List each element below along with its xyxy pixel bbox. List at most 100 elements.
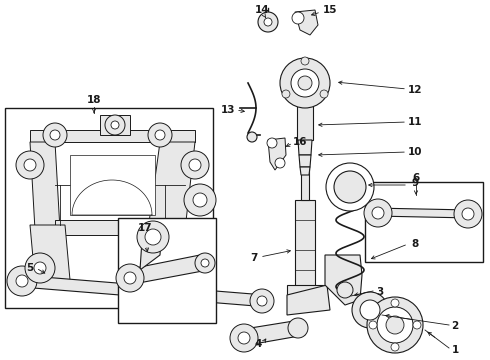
Circle shape [352,292,388,328]
Polygon shape [268,138,286,170]
Polygon shape [18,275,268,307]
Circle shape [334,171,366,203]
Circle shape [111,121,119,129]
Text: 5: 5 [26,263,34,273]
Circle shape [137,221,169,253]
Circle shape [238,332,250,344]
Circle shape [34,262,46,274]
Polygon shape [238,320,305,345]
Circle shape [369,321,377,329]
Circle shape [301,57,309,65]
Polygon shape [297,100,313,140]
Polygon shape [295,200,315,295]
Polygon shape [325,255,362,305]
Polygon shape [55,220,185,235]
Circle shape [326,163,374,211]
Circle shape [454,200,482,228]
Circle shape [386,316,404,334]
Polygon shape [100,115,130,135]
Circle shape [7,266,37,296]
Circle shape [201,259,209,267]
Circle shape [282,90,290,98]
Circle shape [24,159,36,171]
Circle shape [230,324,258,352]
Circle shape [367,297,423,353]
Polygon shape [125,255,208,285]
Circle shape [292,12,304,24]
Circle shape [189,159,201,171]
Circle shape [275,158,285,168]
Text: 6: 6 [413,173,419,183]
Polygon shape [287,285,323,298]
Polygon shape [30,142,60,230]
Bar [5,108,213,308]
Text: 14: 14 [255,5,270,15]
Circle shape [364,199,392,227]
Circle shape [320,90,328,98]
Text: 8: 8 [412,239,418,249]
Circle shape [267,138,277,148]
Text: 1: 1 [451,345,459,355]
Circle shape [43,123,67,147]
Circle shape [195,253,215,273]
Circle shape [462,208,474,220]
Circle shape [105,115,125,135]
Polygon shape [299,155,311,167]
Polygon shape [30,225,70,280]
Circle shape [148,123,172,147]
Circle shape [372,207,384,219]
Circle shape [184,184,216,216]
Circle shape [169,262,181,274]
Polygon shape [372,208,472,218]
Circle shape [391,343,399,351]
Text: 17: 17 [138,223,152,233]
Circle shape [124,272,136,284]
Circle shape [160,253,190,283]
Bar [365,182,483,262]
Text: 16: 16 [293,137,307,147]
Text: 15: 15 [323,5,337,15]
Circle shape [391,299,399,307]
Circle shape [50,130,60,140]
Polygon shape [70,155,155,215]
Circle shape [280,58,330,108]
Bar [118,218,216,323]
Text: 13: 13 [221,105,235,115]
Polygon shape [140,225,185,280]
Circle shape [116,264,144,292]
Circle shape [155,130,165,140]
Polygon shape [287,285,330,315]
Circle shape [337,282,353,298]
Text: 12: 12 [408,85,422,95]
Polygon shape [298,140,312,155]
Text: 7: 7 [250,253,258,263]
Polygon shape [140,225,162,270]
Circle shape [181,151,209,179]
Circle shape [288,318,308,338]
Text: 18: 18 [87,95,101,105]
Circle shape [413,321,421,329]
Text: 11: 11 [408,117,422,127]
Circle shape [145,229,161,245]
Circle shape [360,300,380,320]
Circle shape [16,151,44,179]
Polygon shape [148,142,195,230]
Circle shape [16,275,28,287]
Text: 10: 10 [408,147,422,157]
Text: 9: 9 [412,178,418,188]
Polygon shape [301,140,309,200]
Circle shape [298,76,312,90]
Circle shape [291,69,319,97]
Circle shape [25,253,55,283]
Text: 2: 2 [451,321,459,331]
Text: 4: 4 [254,339,262,349]
Circle shape [247,132,257,142]
Circle shape [193,193,207,207]
Circle shape [377,307,413,343]
Polygon shape [295,10,318,35]
Circle shape [257,296,267,306]
Circle shape [258,12,278,32]
Polygon shape [300,167,310,175]
Text: 3: 3 [376,287,384,297]
Circle shape [264,18,272,26]
